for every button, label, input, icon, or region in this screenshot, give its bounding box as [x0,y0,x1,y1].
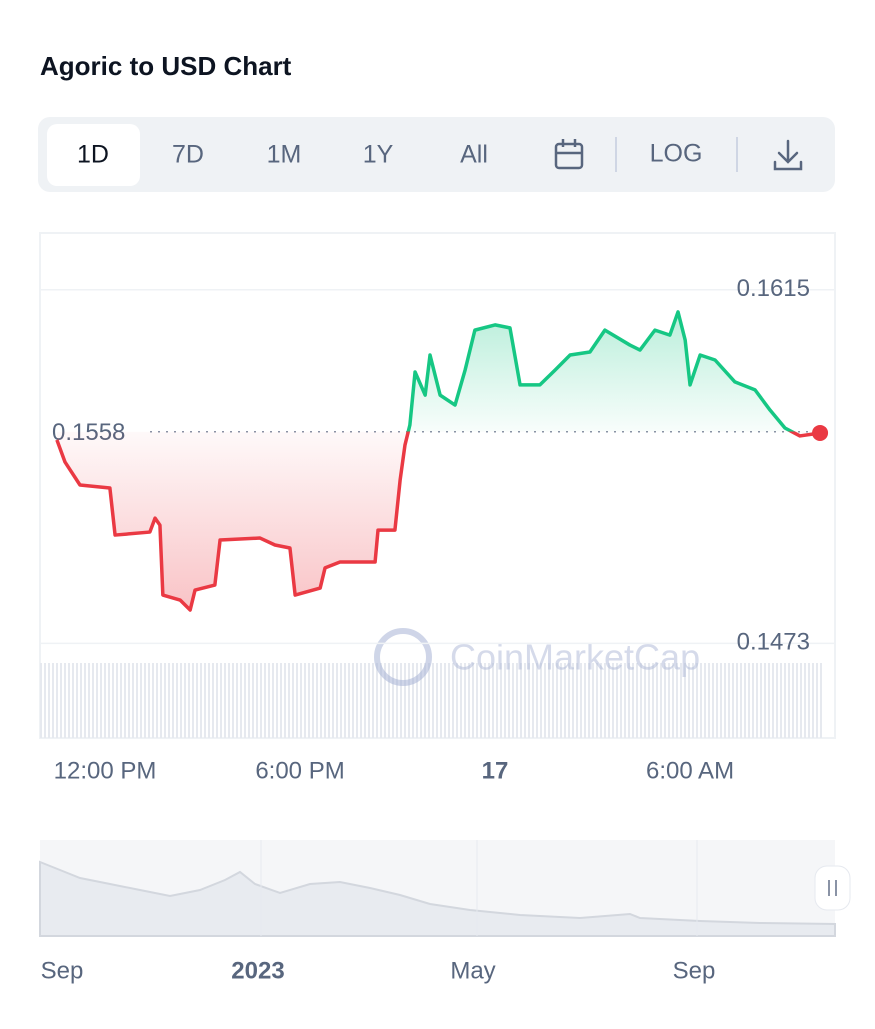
y-tick-label: 0.1615 [737,275,810,302]
y-tick-label: 0.1473 [737,629,810,656]
navigator-label: Sep [673,957,716,984]
navigator-area [39,860,836,937]
range-button[interactable]: All [460,141,488,169]
watermark: CoinMarketCap [374,628,700,686]
price-line [55,310,821,612]
navigator-label: May [450,957,495,984]
range-button[interactable]: 1D [77,141,109,169]
x-tick-label: 6:00 PM [255,757,344,784]
volume-bars [40,663,822,738]
title: Agoric to USD Chart [40,51,292,81]
range-button[interactable]: 1M [267,141,302,169]
area [56,311,821,611]
calendar-icon[interactable] [554,139,584,170]
selected-tab [47,124,140,186]
navigator-handle[interactable] [814,865,851,911]
x-tick-label: 6:00 AM [646,757,734,784]
navigator-label: 2023 [231,957,284,984]
x-tick-label: 17 [482,757,509,784]
last-price-dot [812,424,829,441]
download-icon[interactable] [773,139,803,171]
navigator-label: Sep [41,957,84,984]
log-button[interactable]: LOG [650,140,703,168]
x-tick-label: 12:00 PM [54,757,157,784]
range-button[interactable]: 7D [172,141,204,169]
toolbar [38,117,835,192]
range-button[interactable]: 1Y [363,141,394,169]
